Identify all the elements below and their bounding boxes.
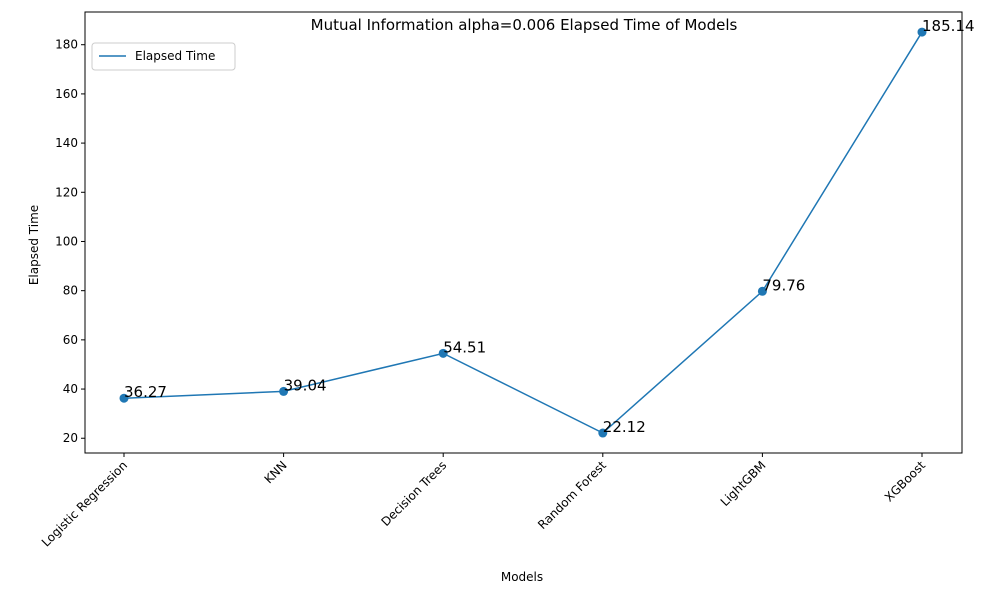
- data-label: 185.14: [922, 17, 975, 35]
- data-label: 39.04: [284, 376, 327, 394]
- data-label: 36.27: [124, 383, 167, 401]
- data-point: [279, 386, 289, 396]
- chart-title: Mutual Information alpha=0.006 Elapsed T…: [311, 16, 738, 34]
- legend: Elapsed Time: [91, 42, 236, 71]
- y-tick-label: 100: [55, 234, 78, 248]
- y-tick-label: 60: [63, 333, 78, 347]
- y-axis-ticks: 20 40 60 80 100 120 140 160 180: [55, 38, 85, 445]
- y-tick-label: 180: [55, 38, 78, 52]
- data-point: [757, 286, 767, 296]
- y-tick-label: 80: [63, 284, 78, 298]
- x-axis-label: Models: [501, 570, 543, 584]
- y-tick-label: 140: [55, 136, 78, 150]
- y-tick-label: 40: [63, 382, 78, 396]
- data-point: [119, 393, 129, 403]
- legend-label-elapsed-time: Elapsed Time: [135, 49, 215, 63]
- y-axis-label: Elapsed Time: [27, 205, 41, 285]
- data-labels: 36.27 39.04 54.51 22.12 79.76 185.14: [124, 17, 975, 436]
- data-label: 79.76: [762, 276, 805, 294]
- series-line-elapsed-time: [123, 31, 923, 434]
- y-tick-label: 120: [55, 185, 78, 199]
- data-point: [917, 27, 927, 37]
- plot-area-frame: [84, 11, 963, 454]
- data-point: [598, 428, 608, 438]
- data-label: 22.12: [603, 418, 646, 436]
- data-point: [438, 348, 448, 358]
- series-markers: [119, 27, 927, 438]
- y-tick-label: 20: [63, 431, 78, 445]
- y-tick-label: 160: [55, 87, 78, 101]
- data-label: 54.51: [443, 338, 486, 356]
- legend-box: [91, 42, 236, 71]
